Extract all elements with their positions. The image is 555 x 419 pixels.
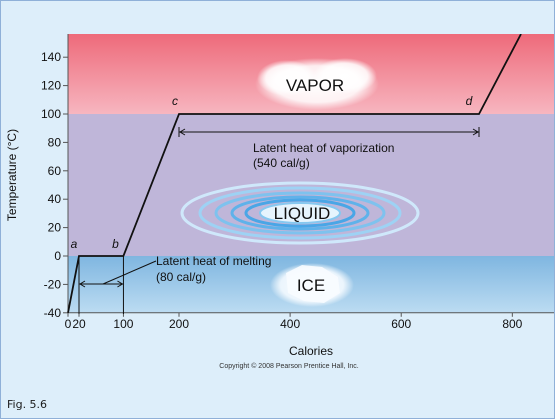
- y-tick-label: 20: [48, 221, 62, 235]
- curve-point-labels: a b c d: [71, 94, 473, 251]
- latent-heat-annotations: Latent heat of vaporization(540 cal/g) La…: [78, 127, 480, 314]
- vaporization-value: (540 cal/g): [253, 156, 310, 170]
- melting-label: Latent heat of melting: [156, 254, 271, 268]
- x-tick-label: 800: [502, 317, 522, 331]
- ice-chunk-icon: [270, 263, 354, 307]
- copyright-text: Copyright © 2008 Pearson Prentice Hall, …: [219, 362, 358, 370]
- point-label-d: d: [466, 94, 473, 108]
- liquid-region: [68, 114, 554, 256]
- x-tick-label: 0: [65, 317, 72, 331]
- vapor-label: VAPOR: [286, 76, 344, 95]
- x-axis-ticks: 0 20 100 200 400 600 800: [65, 312, 523, 331]
- y-tick-label: 100: [41, 107, 61, 121]
- y-tick-label: 0: [54, 249, 61, 263]
- y-tick-label: -40: [44, 306, 62, 320]
- y-tick-label: 80: [48, 135, 62, 149]
- y-axis-label: Temperature (°C): [5, 129, 19, 221]
- y-tick-label: 120: [41, 79, 61, 93]
- heating-curve-line: [67, 34, 522, 313]
- y-tick-label: -20: [44, 277, 62, 291]
- ice-label: ICE: [297, 276, 325, 295]
- x-axis-label: Calories: [289, 344, 333, 358]
- x-tick-label: 20: [72, 317, 86, 331]
- vapor-cloud-icon: [255, 58, 379, 110]
- x-tick-label: 200: [169, 317, 189, 331]
- point-label-b: b: [112, 237, 119, 251]
- melting-leader-line: [102, 260, 157, 285]
- liquid-label: LIQUID: [274, 204, 331, 223]
- point-label-a: a: [71, 237, 78, 251]
- point-label-c: c: [172, 94, 178, 108]
- y-tick-label: 60: [48, 164, 62, 178]
- y-tick-label: 40: [48, 192, 62, 206]
- y-tick-label: 140: [41, 50, 61, 64]
- x-tick-label: 400: [280, 317, 300, 331]
- vaporization-label: Latent heat of vaporization: [253, 141, 394, 155]
- x-tick-label: 100: [113, 317, 133, 331]
- x-tick-label: 600: [391, 317, 411, 331]
- figure-caption: Fig. 5.6: [7, 398, 48, 411]
- liquid-ripple-icon: [180, 181, 420, 245]
- y-axis-ticks: -40 -20 0 20 40 60 80 100 120 140: [41, 50, 68, 320]
- melting-value: (80 cal/g): [156, 270, 206, 284]
- phase-change-chart: VAPOR LIQUID ICE 0 20 100 200 400 600 800 -40-…: [5, 34, 554, 370]
